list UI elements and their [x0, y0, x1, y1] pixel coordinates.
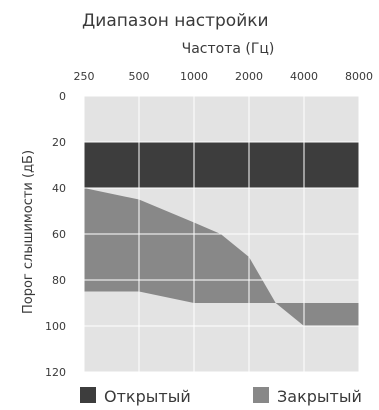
legend-label: Закрытый	[277, 387, 362, 406]
y-tick-label: 80	[52, 274, 66, 287]
y-tick-label: 60	[52, 228, 66, 241]
legend-swatch	[80, 387, 96, 403]
x-axis-title: Частота (Гц)	[182, 41, 275, 57]
grid-layer	[83, 95, 360, 373]
y-axis-title: Порог слышимости (дБ)	[21, 150, 36, 314]
x-tick-label: 8000	[345, 70, 373, 83]
x-tick-label: 4000	[290, 70, 318, 83]
legend-swatch	[253, 387, 269, 403]
chart-title: Диапазон настройки	[82, 11, 269, 31]
x-tick-label: 2000	[235, 70, 263, 83]
series-band-2	[84, 188, 359, 326]
legend: Открытый Закрытый	[80, 387, 362, 406]
y-tick-label: 40	[52, 182, 66, 195]
legend-label: Открытый	[104, 387, 191, 406]
series-band-1	[84, 142, 359, 188]
x-tick-label: 250	[74, 70, 95, 83]
y-tick-label: 120	[45, 366, 66, 379]
x-tick-label: 500	[129, 70, 150, 83]
x-tick-label: 1000	[180, 70, 208, 83]
tick-labels: 250 500 1000 2000 4000 8000 0 20 40 60 80 100 120	[45, 70, 373, 379]
y-tick-label: 100	[45, 320, 66, 333]
y-tick-label: 0	[59, 90, 66, 103]
plot-border	[83, 95, 360, 373]
series-layer	[84, 142, 359, 326]
y-tick-label: 20	[52, 136, 66, 149]
